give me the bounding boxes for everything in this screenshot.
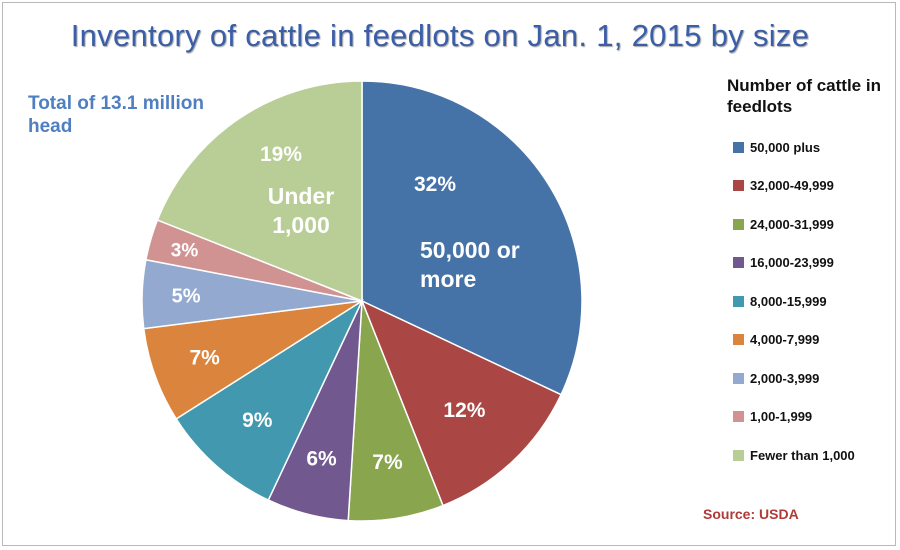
legend-title: Number of cattle in feedlots xyxy=(727,76,881,116)
legend-swatch xyxy=(733,257,744,268)
legend-swatch xyxy=(733,180,744,191)
legend-label: 1,00-1,999 xyxy=(750,409,813,424)
legend-swatch xyxy=(733,372,744,384)
slice-percent-label: 6% xyxy=(306,448,337,471)
legend-item: 24,000-31,999 xyxy=(733,214,834,234)
slice-percent-label: 9% xyxy=(242,409,273,432)
legend-swatch xyxy=(733,141,744,153)
slice-percent-label: 32% xyxy=(414,173,456,196)
legend-label: 32,000-49,999 xyxy=(750,178,834,193)
slice-percent-label: 12% xyxy=(443,399,485,422)
legend-label: 16,000-23,999 xyxy=(750,255,834,270)
chart-subtitle: Total of 13.1 million head xyxy=(28,93,204,137)
legend-item: 50,000 plus xyxy=(733,137,820,157)
legend-swatch xyxy=(733,334,744,345)
slice-percent-label: 5% xyxy=(172,285,201,307)
legend-label: 24,000-31,999 xyxy=(750,216,834,232)
pie-slice xyxy=(156,80,363,303)
legend-swatch xyxy=(733,295,744,307)
legend-label: Fewer than 1,000 xyxy=(750,447,855,463)
legend-label: 50,000 plus xyxy=(750,139,821,155)
legend-item: 4,000-7,999 xyxy=(733,330,819,350)
legend-swatch xyxy=(733,218,744,230)
legend-item: 1,00-1,999 xyxy=(733,407,812,427)
legend-swatch xyxy=(733,411,744,422)
legend-label: 2,000-3,999 xyxy=(750,370,820,386)
pie-slice xyxy=(360,299,563,507)
source-note: Source: USDA xyxy=(703,506,799,522)
slice-percent-label: 3% xyxy=(171,240,199,261)
slice-category-label: Under 1,000 xyxy=(268,183,335,238)
slice-category-label: 50,000 or more xyxy=(420,237,520,292)
legend-item: 8,000-15,999 xyxy=(733,291,827,311)
pie-slice xyxy=(361,80,583,396)
chart-title: Inventory of cattle in feedlots on Jan. … xyxy=(70,18,810,53)
legend-item: 2,000-3,999 xyxy=(733,368,819,388)
slice-percent-label: 7% xyxy=(190,347,221,370)
slice-percent-label: 7% xyxy=(372,451,403,474)
legend-item: Fewer than 1,000 xyxy=(733,445,855,465)
slice-percent-label: 19% xyxy=(260,143,302,166)
legend-swatch xyxy=(733,449,744,461)
legend-item: 32,000-49,999 xyxy=(733,176,834,196)
pie-slice xyxy=(175,298,364,502)
legend-item: 16,000-23,999 xyxy=(733,253,834,273)
legend-label: 8,000-15,999 xyxy=(750,293,827,309)
legend-label: 4,000-7,999 xyxy=(750,332,820,347)
